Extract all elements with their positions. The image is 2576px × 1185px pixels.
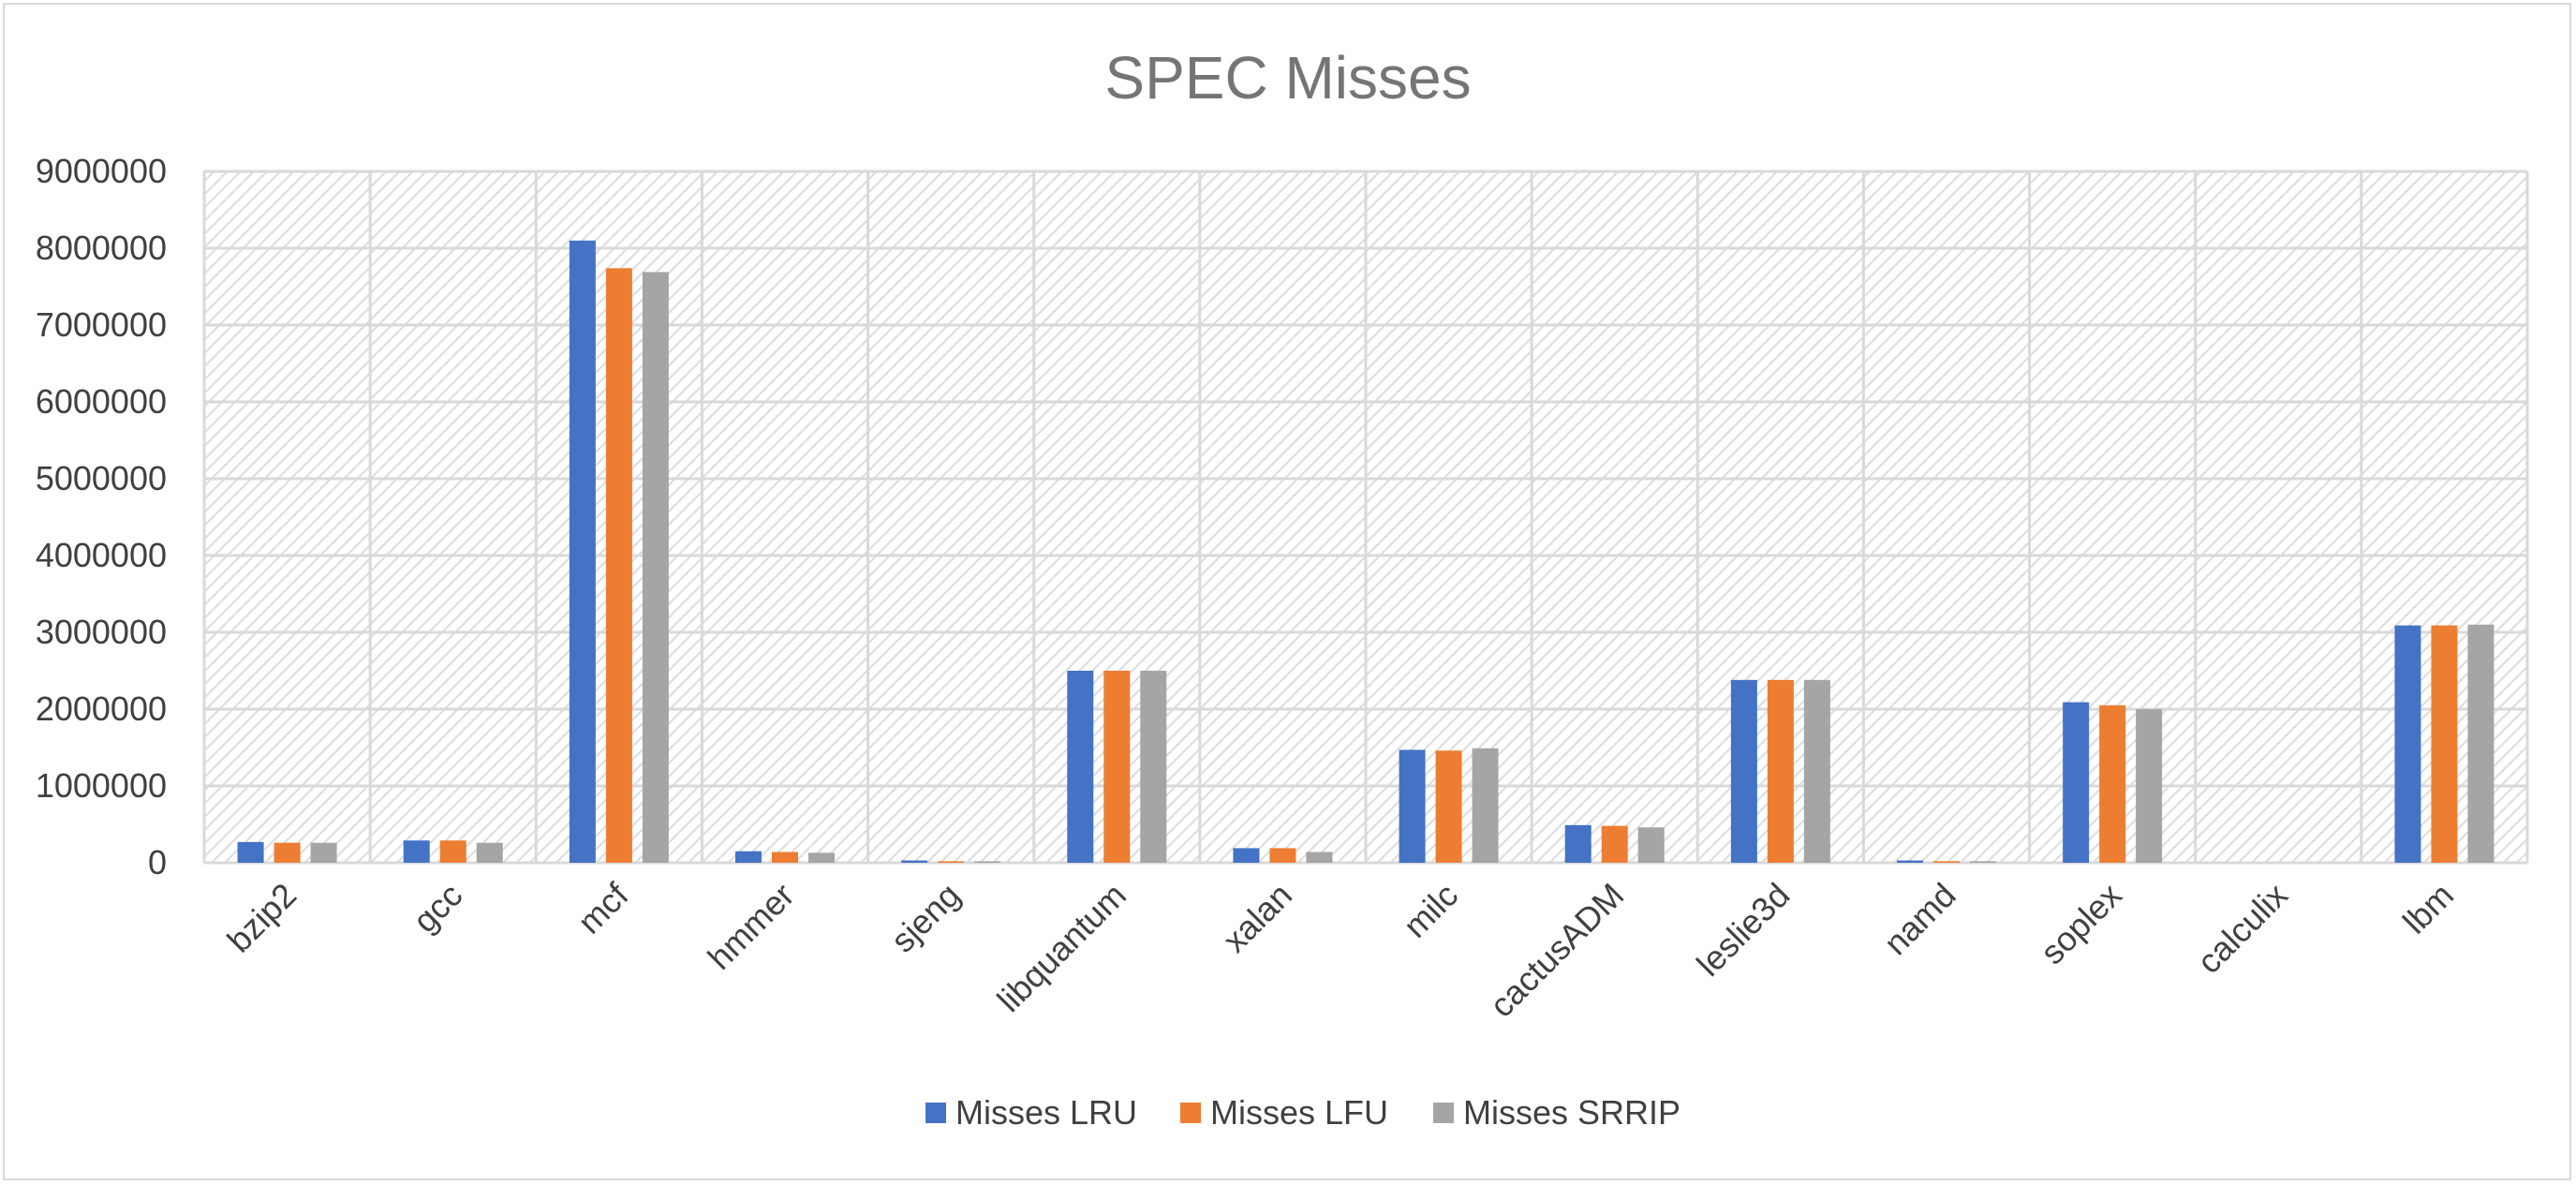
y-tick-label: 6000000 <box>36 382 167 421</box>
bar-misses-lru-leslie3d <box>1730 679 1757 863</box>
y-tick-label: 5000000 <box>36 459 167 497</box>
bar-misses-srrip-libquantum <box>1140 671 1167 863</box>
bar-misses-lfu-hmmer <box>772 852 798 863</box>
x-tick-label: calculix <box>2189 876 2294 981</box>
bar-misses-lfu-xalan <box>1269 848 1296 863</box>
bar-misses-srrip-hmmer <box>808 852 835 863</box>
bar-misses-srrip-mcf <box>642 272 669 863</box>
y-tick-label: 4000000 <box>36 536 167 574</box>
y-tick-label: 2000000 <box>36 689 167 728</box>
legend: Misses LRU Misses LFU Misses SRRIP <box>925 1093 1680 1132</box>
x-tick-label: lbm <box>2395 876 2461 941</box>
bar-misses-srrip-soplex <box>2136 709 2163 863</box>
bar-misses-srrip-bzip2 <box>310 842 337 863</box>
bar-misses-lru-bzip2 <box>237 841 264 863</box>
bar-misses-srrip-cactusadm <box>1637 827 1665 863</box>
bar-misses-lfu-libquantum <box>1103 671 1131 863</box>
bar-misses-srrip-gcc <box>476 842 503 863</box>
legend-label: Misses SRRIP <box>1463 1093 1680 1132</box>
bar-misses-lfu-namd <box>1933 861 1960 863</box>
x-tick-label: hmmer <box>700 876 801 977</box>
bar-misses-lru-lbm <box>2394 625 2421 863</box>
bar-misses-lfu-mcf <box>605 268 632 863</box>
bar-misses-lfu-leslie3d <box>1767 679 1794 863</box>
bar-misses-lfu-lbm <box>2431 625 2458 863</box>
legend-label: Misses LRU <box>955 1093 1137 1132</box>
x-tick-label: leslie3d <box>1689 876 1797 984</box>
y-tick-label: 3000000 <box>36 613 167 651</box>
bar-misses-lfu-cactusadm <box>1601 825 1628 863</box>
bar-misses-srrip-namd <box>1970 861 1996 863</box>
x-tick-label: libquantum <box>989 876 1133 1020</box>
bar-misses-lru-hmmer <box>735 851 762 863</box>
bar-misses-lru-sjeng <box>901 860 928 863</box>
y-tick-label: 0 <box>148 843 167 881</box>
y-tick-label: 8000000 <box>36 229 167 267</box>
bar-misses-lru-cactusadm <box>1564 824 1591 863</box>
bar-misses-lfu-bzip2 <box>274 842 301 863</box>
x-tick-label: gcc <box>406 876 470 941</box>
legend-swatch <box>925 1103 946 1123</box>
bar-misses-srrip-leslie3d <box>1803 679 1830 863</box>
bar-misses-lru-gcc <box>403 840 430 863</box>
bar-misses-srrip-xalan <box>1306 852 1333 863</box>
x-tick-label: milc <box>1396 876 1465 945</box>
chart-title: SPEC Misses <box>1104 44 1471 111</box>
x-tick-label: soplex <box>2033 876 2129 972</box>
x-tick-label: namd <box>1876 876 1963 963</box>
x-tick-label: bzip2 <box>219 876 303 960</box>
bar-misses-lru-soplex <box>2063 702 2090 863</box>
x-tick-label: cactusADM <box>1482 876 1631 1025</box>
bar-misses-srrip-sjeng <box>974 861 1001 863</box>
bar-misses-lfu-milc <box>1435 750 1462 863</box>
bar-misses-lru-milc <box>1399 749 1426 863</box>
y-tick-label: 7000000 <box>36 305 167 344</box>
x-tick-label: sjeng <box>883 876 968 960</box>
x-axis-tick-labels: bzip2 gcc mcf hmmer sjeng libquantum xalan milc… <box>219 875 2461 1025</box>
legend-swatch <box>1433 1103 1454 1123</box>
bar-misses-lru-namd <box>1897 860 1923 863</box>
bar-misses-lru-libquantum <box>1067 671 1094 863</box>
x-tick-label: mcf <box>570 875 637 941</box>
bar-misses-lfu-sjeng <box>938 861 965 863</box>
bar-misses-lru-mcf <box>569 240 596 863</box>
x-tick-label: xalan <box>1215 876 1299 960</box>
bars <box>237 240 2495 863</box>
y-tick-label: 1000000 <box>36 766 167 805</box>
bar-misses-srrip-lbm <box>2467 624 2495 863</box>
legend-label: Misses LFU <box>1210 1093 1388 1132</box>
y-tick-label: 9000000 <box>36 152 167 190</box>
legend-swatch <box>1180 1103 1201 1123</box>
bar-misses-srrip-milc <box>1472 748 1499 863</box>
bar-misses-lfu-gcc <box>439 840 466 863</box>
bar-misses-lru-xalan <box>1233 848 1260 863</box>
y-axis-tick-labels: 0 1000000 2000000 3000000 4000000 5000000 6000… <box>36 152 167 881</box>
bar-misses-lfu-soplex <box>2099 704 2126 863</box>
